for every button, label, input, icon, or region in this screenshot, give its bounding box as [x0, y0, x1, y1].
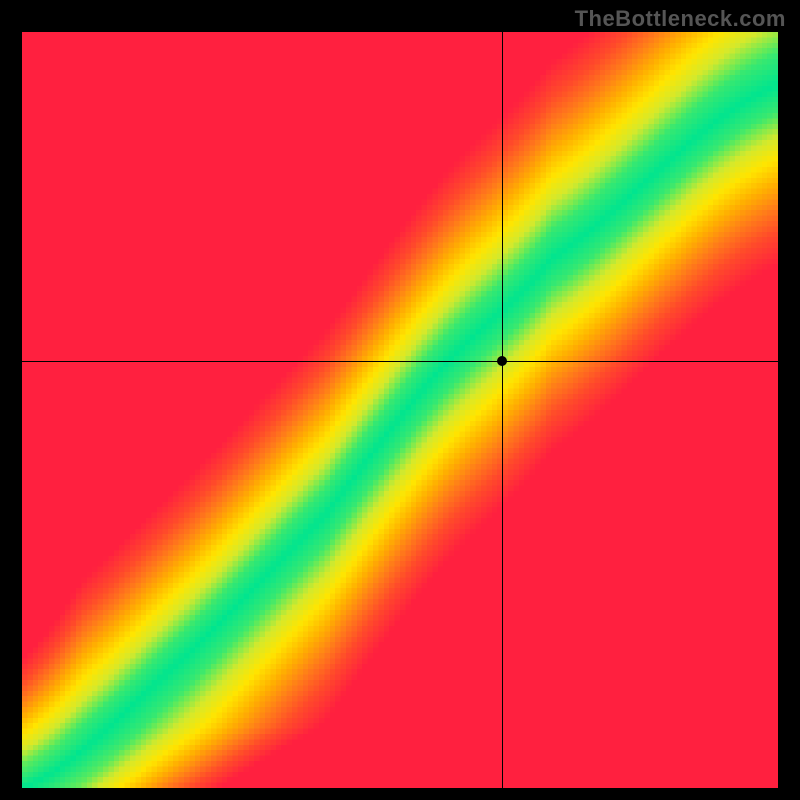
crosshair-vertical-line [502, 32, 503, 788]
crosshair-point [497, 356, 507, 366]
crosshair-horizontal-line [22, 361, 778, 362]
bottleneck-heatmap-plot [22, 32, 778, 788]
watermark-text: TheBottleneck.com [575, 6, 786, 32]
heatmap-canvas [22, 32, 778, 788]
